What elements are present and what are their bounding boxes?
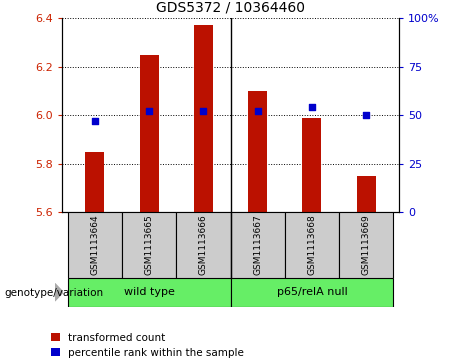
Point [200, 109, 207, 114]
Polygon shape [55, 284, 63, 301]
Text: genotype/variation: genotype/variation [5, 288, 104, 298]
Text: GSM1113666: GSM1113666 [199, 215, 208, 276]
Bar [140, 54, 159, 212]
Point [145, 109, 153, 114]
Bar [194, 25, 213, 212]
Point [308, 105, 316, 110]
Bar [285, 212, 339, 278]
Text: GSM1113664: GSM1113664 [90, 215, 99, 276]
Text: GSM1113667: GSM1113667 [253, 215, 262, 276]
Point [91, 118, 99, 124]
Bar [68, 278, 230, 307]
Bar [248, 91, 267, 212]
Text: GSM1113665: GSM1113665 [145, 215, 154, 276]
Bar [230, 278, 393, 307]
Bar [302, 118, 321, 212]
Legend: transformed count, percentile rank within the sample: transformed count, percentile rank withi… [51, 333, 244, 358]
Point [362, 113, 370, 118]
Text: wild type: wild type [124, 287, 175, 297]
Title: GDS5372 / 10364460: GDS5372 / 10364460 [156, 0, 305, 14]
Text: GSM1113668: GSM1113668 [307, 215, 316, 276]
Bar [68, 212, 122, 278]
Bar [357, 176, 376, 212]
Text: GSM1113669: GSM1113669 [362, 215, 371, 276]
Bar [122, 212, 176, 278]
Bar [339, 212, 393, 278]
Text: p65/relA null: p65/relA null [277, 287, 347, 297]
Bar [85, 152, 104, 212]
Bar [176, 212, 230, 278]
Point [254, 109, 261, 114]
Bar [230, 212, 285, 278]
